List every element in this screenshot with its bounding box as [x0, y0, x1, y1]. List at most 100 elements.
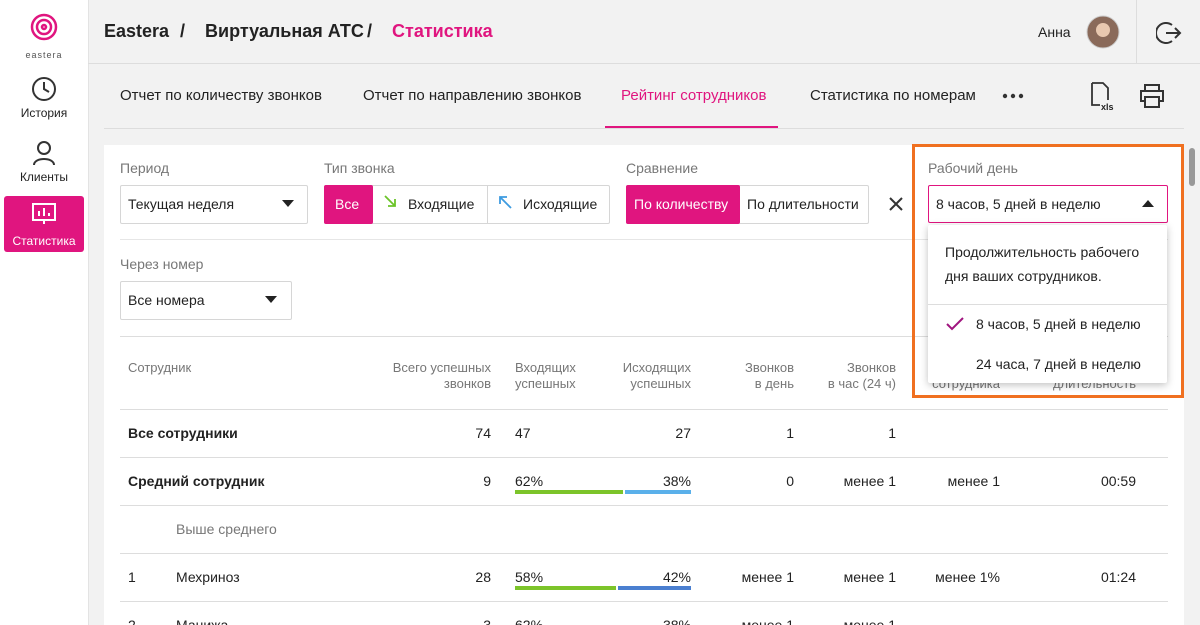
- filter-label: Период: [120, 160, 170, 176]
- cell: 3: [483, 617, 491, 625]
- tab-underline: [605, 126, 778, 128]
- breadcrumb-sep: /: [180, 21, 186, 41]
- dropdown-description: Продолжительность рабочего: [945, 244, 1140, 260]
- scrollbar: [1189, 148, 1195, 186]
- column-header: успешных: [630, 376, 691, 391]
- caret: [265, 296, 277, 303]
- nav-item[interactable]: История: [20, 106, 68, 120]
- caret-up: [1142, 200, 1154, 207]
- period-select[interactable]: [120, 185, 308, 224]
- dropdown-option[interactable]: 8 часов, 5 дней в неделю: [976, 316, 1141, 332]
- cell: 62%: [515, 473, 544, 489]
- row-divider: [120, 601, 1168, 602]
- tab[interactable]: Статистика по номерам: [810, 87, 976, 104]
- cell: 28: [475, 569, 491, 585]
- nav-item[interactable]: Статистика: [12, 234, 76, 248]
- cell: 27: [675, 425, 691, 441]
- nav-item[interactable]: Клиенты: [19, 170, 69, 184]
- logo-icon: [30, 13, 58, 41]
- column-header: в час (24 ч): [827, 376, 896, 391]
- tabs-border: [104, 128, 1184, 129]
- cell: менее 1: [843, 617, 896, 625]
- cell: 00:59: [1100, 473, 1136, 489]
- xls-icon[interactable]: [1090, 82, 1110, 108]
- row-divider: [120, 457, 1168, 458]
- dropdown: Продолжительность рабочего дня ваших сот…: [928, 225, 1167, 383]
- group-label: Выше среднего: [176, 521, 277, 537]
- clients-icon[interactable]: [31, 140, 57, 166]
- outgoing-icon: [499, 196, 512, 209]
- number-select[interactable]: [120, 281, 292, 320]
- cell: Все сотрудники: [128, 425, 238, 441]
- cell: менее 1: [741, 617, 794, 625]
- column-header: Сотрудник: [128, 360, 192, 375]
- cell: 1: [888, 425, 896, 441]
- column-header: успешных: [515, 376, 576, 391]
- select-value[interactable]: 8 часов, 5 дней в неделю: [936, 196, 1101, 212]
- close-icon[interactable]: [888, 196, 904, 212]
- cell: менее 1: [843, 473, 896, 489]
- table-top: [120, 336, 1168, 337]
- cell: 38%: [662, 617, 691, 625]
- xls-label[interactable]: xls: [1101, 102, 1114, 112]
- cell: Манижа: [176, 617, 229, 625]
- filter-label: Через номер: [120, 256, 204, 272]
- stats-icon: [32, 203, 56, 224]
- column-header: Звонков: [847, 360, 896, 375]
- cell: менее 1%: [935, 569, 1000, 585]
- filter-divider: [120, 239, 1168, 240]
- rank: 2: [128, 617, 136, 625]
- cell: 1: [786, 425, 794, 441]
- caret: [282, 200, 294, 207]
- dropdown-description: дня ваших сотрудников.: [945, 268, 1102, 284]
- outgoing-bar: [625, 490, 691, 494]
- column-header: Исходящих: [622, 360, 691, 375]
- cell: 42%: [662, 569, 691, 585]
- cell: менее 1: [947, 473, 1000, 489]
- highlight-box: [912, 144, 1184, 398]
- select-value[interactable]: Текущая неделя: [128, 196, 235, 212]
- option[interactable]: Все: [335, 196, 360, 212]
- tab[interactable]: Отчет по направлению звонков: [363, 87, 582, 104]
- cell: менее 1: [843, 569, 896, 585]
- logo-text: eastera: [25, 50, 63, 60]
- filter-label: Рабочий день: [928, 160, 1018, 176]
- cell: 01:24: [1100, 569, 1136, 585]
- column-header: в день: [754, 376, 794, 391]
- sidebar: eastera История Клиенты Статистика: [0, 0, 89, 625]
- cell: менее 1: [741, 569, 794, 585]
- column-header: звонков: [443, 376, 491, 391]
- print-icon[interactable]: [1138, 82, 1166, 110]
- option-active[interactable]: [324, 185, 373, 224]
- divider: [928, 304, 1167, 305]
- outgoing-bar: [618, 586, 691, 590]
- select-value[interactable]: Все номера: [128, 292, 205, 308]
- history-icon[interactable]: [31, 76, 57, 102]
- option[interactable]: Входящие: [408, 196, 475, 212]
- tab-active[interactable]: Рейтинг сотрудников: [621, 87, 767, 104]
- column-header: Всего успешных: [392, 360, 491, 375]
- cell: 62%: [515, 617, 544, 625]
- row-divider: [120, 553, 1168, 554]
- dropdown-option[interactable]: 24 часа, 7 дней в неделю: [976, 356, 1141, 372]
- breadcrumb[interactable]: Виртуальная АТС: [205, 21, 364, 41]
- header-border: [88, 63, 1200, 64]
- avatar[interactable]: [1086, 15, 1120, 49]
- row-divider: [120, 409, 1168, 410]
- option[interactable]: По количеству: [634, 196, 729, 212]
- option[interactable]: По длительности: [747, 196, 859, 212]
- logout-icon[interactable]: [1156, 20, 1182, 46]
- workday-select[interactable]: [928, 185, 1168, 223]
- incoming-bar: [515, 490, 624, 494]
- cell: 9: [483, 473, 491, 489]
- option[interactable]: Исходящие: [523, 196, 598, 212]
- more-icon[interactable]: [1002, 92, 1024, 100]
- tab[interactable]: Отчет по количеству звонков: [120, 87, 322, 104]
- breadcrumb[interactable]: Eastera: [104, 21, 170, 41]
- filter-label: Тип звонка: [324, 160, 395, 176]
- column-header: Входящих: [515, 360, 576, 375]
- option-active[interactable]: [626, 185, 740, 224]
- rank: 1: [128, 569, 136, 585]
- user-name[interactable]: Анна: [1038, 24, 1071, 40]
- breadcrumb-current: Статистика: [392, 21, 493, 41]
